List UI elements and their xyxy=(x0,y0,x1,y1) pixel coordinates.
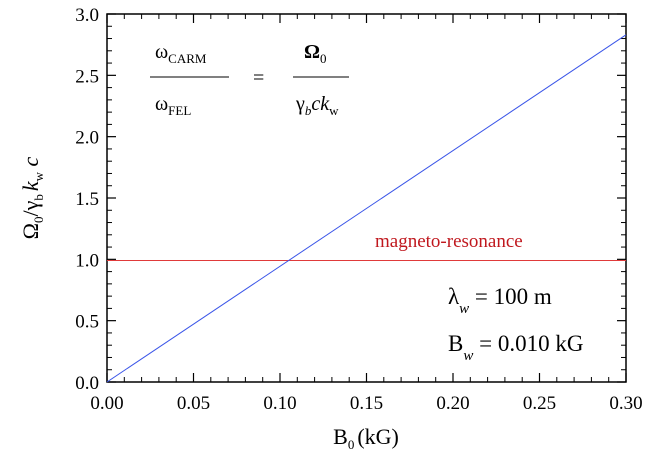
ratio-equation: ωCARM ωFEL = Ω0 γbckw xyxy=(150,41,349,118)
y-axis-label: Ω0/γbkw c xyxy=(18,156,46,239)
axis-tick-labels: 0.00 0.05 0.10 0.15 0.20 0.25 0.30 0.0 0.5 1.0 1.5… xyxy=(75,5,642,414)
x-tick-label: 0.05 xyxy=(177,393,210,414)
y-tick-label: 0.5 xyxy=(75,312,99,333)
x-tick-label: 0.00 xyxy=(90,393,123,414)
eq-rhs-denominator: γbckw xyxy=(295,93,339,118)
axis-ticks xyxy=(106,13,627,383)
x-tick-label: 0.15 xyxy=(350,393,383,414)
plot-frame xyxy=(106,13,627,383)
eq-lhs-denominator: ωFEL xyxy=(155,93,191,118)
x-axis-label: B0 (kG) xyxy=(333,424,399,452)
eq-equals: = xyxy=(253,67,264,89)
y-tick-label: 1.5 xyxy=(75,189,99,210)
series-line xyxy=(106,34,627,383)
y-tick-label: 2.5 xyxy=(75,66,99,87)
x-tick-label: 0.20 xyxy=(436,393,469,414)
y-tick-label: 0.0 xyxy=(75,373,99,394)
magneto-resonance-label: magneto-resonance xyxy=(375,231,523,252)
y-tick-label: 2.0 xyxy=(75,128,99,149)
parameters: λw = 100 m Bw = 0.010 kG xyxy=(448,284,583,364)
y-tick-label: 1.0 xyxy=(75,250,99,271)
y-tick-label: 3.0 xyxy=(75,5,99,26)
eq-rhs-numerator: Ω0 xyxy=(304,41,327,66)
param-bw: Bw = 0.010 kG xyxy=(448,331,583,364)
x-tick-label: 0.25 xyxy=(523,393,556,414)
param-lambda: λw = 100 m xyxy=(448,284,552,317)
x-tick-label: 0.10 xyxy=(263,393,296,414)
eq-lhs-numerator: ωCARM xyxy=(155,41,207,66)
x-tick-label: 0.30 xyxy=(609,393,642,414)
series-lines xyxy=(106,34,627,383)
